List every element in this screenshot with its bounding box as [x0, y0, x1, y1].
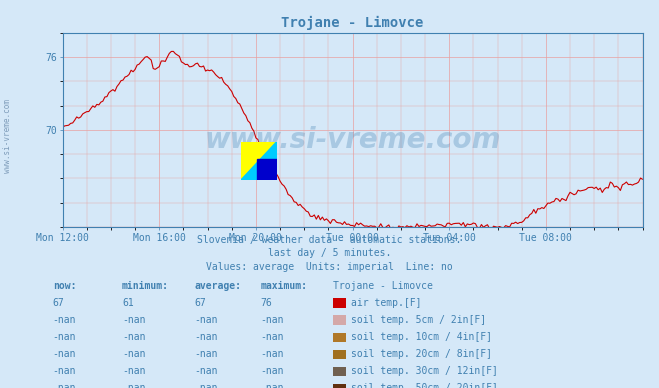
Text: -nan: -nan	[260, 349, 284, 359]
Text: -nan: -nan	[53, 332, 76, 342]
Text: -nan: -nan	[122, 366, 146, 376]
Text: -nan: -nan	[194, 383, 218, 388]
Title: Trojane - Limovce: Trojane - Limovce	[281, 16, 424, 30]
Text: minimum:: minimum:	[122, 281, 169, 291]
Text: soil temp. 30cm / 12in[F]: soil temp. 30cm / 12in[F]	[351, 366, 498, 376]
Text: -nan: -nan	[260, 315, 284, 325]
Text: 61: 61	[122, 298, 134, 308]
Text: -nan: -nan	[122, 383, 146, 388]
Text: -nan: -nan	[122, 315, 146, 325]
Text: -nan: -nan	[260, 366, 284, 376]
Text: -nan: -nan	[194, 366, 218, 376]
Text: -nan: -nan	[194, 349, 218, 359]
Text: Values: average  Units: imperial  Line: no: Values: average Units: imperial Line: no	[206, 262, 453, 272]
Polygon shape	[241, 142, 277, 180]
Text: soil temp. 20cm / 8in[F]: soil temp. 20cm / 8in[F]	[351, 349, 492, 359]
Text: -nan: -nan	[122, 332, 146, 342]
Text: -nan: -nan	[194, 315, 218, 325]
Text: 67: 67	[53, 298, 65, 308]
Text: -nan: -nan	[53, 366, 76, 376]
Text: Trojane - Limovce: Trojane - Limovce	[333, 281, 433, 291]
Text: last day / 5 minutes.: last day / 5 minutes.	[268, 248, 391, 258]
Text: Slovenia / weather data - automatic stations.: Slovenia / weather data - automatic stat…	[197, 234, 462, 244]
Text: -nan: -nan	[260, 332, 284, 342]
Text: maximum:: maximum:	[260, 281, 307, 291]
Text: www.si-vreme.com: www.si-vreme.com	[3, 99, 13, 173]
Text: air temp.[F]: air temp.[F]	[351, 298, 421, 308]
Text: 67: 67	[194, 298, 206, 308]
Text: -nan: -nan	[53, 383, 76, 388]
Polygon shape	[241, 142, 277, 180]
Text: www.si-vreme.com: www.si-vreme.com	[204, 126, 501, 154]
Polygon shape	[257, 159, 277, 180]
Text: -nan: -nan	[260, 383, 284, 388]
Text: soil temp. 50cm / 20in[F]: soil temp. 50cm / 20in[F]	[351, 383, 498, 388]
Text: soil temp. 10cm / 4in[F]: soil temp. 10cm / 4in[F]	[351, 332, 492, 342]
Text: soil temp. 5cm / 2in[F]: soil temp. 5cm / 2in[F]	[351, 315, 486, 325]
Text: -nan: -nan	[194, 332, 218, 342]
Text: -nan: -nan	[122, 349, 146, 359]
Text: now:: now:	[53, 281, 76, 291]
Text: 76: 76	[260, 298, 272, 308]
Text: average:: average:	[194, 281, 241, 291]
Text: -nan: -nan	[53, 315, 76, 325]
Text: -nan: -nan	[53, 349, 76, 359]
